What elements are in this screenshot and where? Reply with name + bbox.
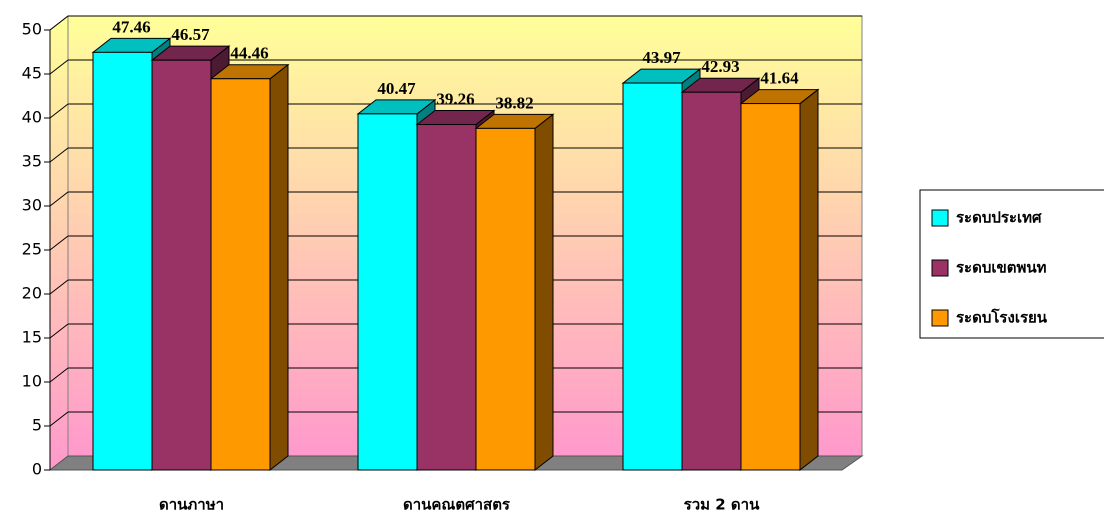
y-tick-label: 50 — [22, 20, 42, 39]
grid-line — [49, 59, 69, 75]
grid-line — [49, 191, 69, 207]
y-tick-label: 35 — [22, 152, 42, 171]
legend-label: ระดบเขตพนท — [956, 259, 1047, 277]
y-tick-label: 20 — [22, 284, 42, 303]
grid-line — [49, 15, 69, 31]
data-label: 42.93 — [701, 57, 739, 76]
bar-side — [269, 63, 289, 472]
y-tick-label: 0 — [32, 460, 42, 479]
x-tick-label: ดานภาษา — [159, 496, 224, 514]
legend — [919, 189, 1104, 339]
data-label: 40.47 — [377, 79, 416, 98]
data-label: 38.82 — [495, 93, 533, 112]
legend-label: ระดบประเทศ — [956, 209, 1042, 227]
bar — [151, 59, 212, 471]
y-tick-label: 15 — [22, 328, 42, 347]
grid-line — [49, 103, 69, 119]
legend-swatch — [931, 259, 949, 277]
bar — [357, 113, 418, 471]
y-tick-label: 40 — [22, 108, 42, 127]
data-label: 47.46 — [112, 17, 150, 36]
data-label: 41.64 — [760, 68, 799, 87]
legend-swatch — [931, 209, 949, 227]
y-tick-label: 45 — [22, 64, 42, 83]
bar — [622, 82, 683, 471]
bar — [92, 51, 153, 471]
grid-line — [49, 235, 69, 251]
grid-line — [49, 147, 69, 163]
grid-line — [49, 411, 69, 427]
data-label: 43.97 — [642, 48, 681, 67]
data-label: 44.46 — [230, 44, 268, 63]
grid-line — [49, 367, 69, 383]
y-tick-label: 30 — [22, 196, 42, 215]
y-tick-label: 10 — [22, 372, 42, 391]
y-tick-label: 25 — [22, 240, 42, 259]
grid-line — [49, 323, 69, 339]
data-label: 46.57 — [171, 25, 210, 44]
bar — [740, 103, 801, 471]
legend-swatch — [931, 309, 949, 327]
bar — [475, 127, 536, 471]
data-label: 39.26 — [436, 89, 474, 108]
bar — [416, 124, 477, 471]
bar — [681, 91, 742, 471]
y-tick-label: 5 — [32, 416, 42, 435]
grid-line — [49, 279, 69, 295]
bar-side — [799, 88, 819, 472]
bar-side — [534, 113, 554, 472]
bar — [210, 78, 271, 471]
x-tick-label: ดานคณตศาสตร — [403, 496, 511, 514]
legend-label: ระดบโรงเรยน — [956, 308, 1048, 327]
x-tick-label: รวม 2 ดาน — [684, 496, 760, 514]
